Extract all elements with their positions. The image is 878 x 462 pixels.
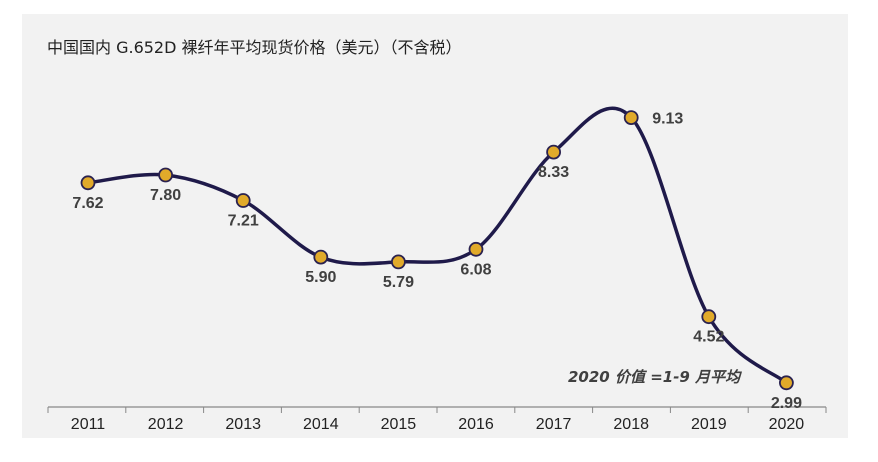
data-point <box>779 375 794 391</box>
x-tick-label: 2014 <box>303 416 339 433</box>
data-label: 6.08 <box>460 261 491 278</box>
data-point <box>546 144 561 160</box>
data-point <box>80 175 96 191</box>
x-tick-label: 2012 <box>148 416 184 433</box>
data-point <box>468 241 484 257</box>
series-line <box>86 106 789 385</box>
x-tick-label: 2011 <box>71 416 106 433</box>
chart-title: 中国国内 G.652D 裸纤年平均现货价格（美元）（不含税） <box>47 38 462 57</box>
data-point <box>701 309 717 325</box>
annotation-note: 2020 价值 =1-9 月平均 <box>568 368 742 386</box>
x-tick-label: 2017 <box>536 416 572 433</box>
data-label: 8.33 <box>538 164 569 181</box>
data-point <box>390 254 406 270</box>
data-label: 4.52 <box>693 329 724 346</box>
data-label: 7.80 <box>150 187 181 204</box>
data-label: 7.21 <box>228 213 259 230</box>
data-point <box>158 167 174 183</box>
x-tick-label: 2015 <box>381 416 417 433</box>
x-tick-label: 2019 <box>691 416 727 433</box>
data-point <box>313 249 329 265</box>
data-point <box>623 110 639 125</box>
x-tick-label: 2020 <box>769 416 805 433</box>
data-label: 9.13 <box>652 111 683 128</box>
x-tick-label: 2018 <box>613 416 649 433</box>
markers <box>80 110 794 391</box>
data-labels: 7.62 7.80 7.21 5.90 5.79 6.08 8.33 9.13 4.52 2.99 <box>72 111 802 412</box>
data-point <box>235 193 251 208</box>
data-label: 7.62 <box>72 195 103 212</box>
x-tick-label: 2016 <box>458 416 494 433</box>
data-label: 5.79 <box>383 274 414 291</box>
x-tick-label: 2013 <box>225 416 261 433</box>
plot-background <box>22 14 848 438</box>
x-axis: 2011 2012 2013 2014 2015 2016 2017 2018 2019 2020 <box>47 406 827 433</box>
data-label: 5.90 <box>305 269 336 286</box>
data-label: 2.99 <box>771 395 802 412</box>
